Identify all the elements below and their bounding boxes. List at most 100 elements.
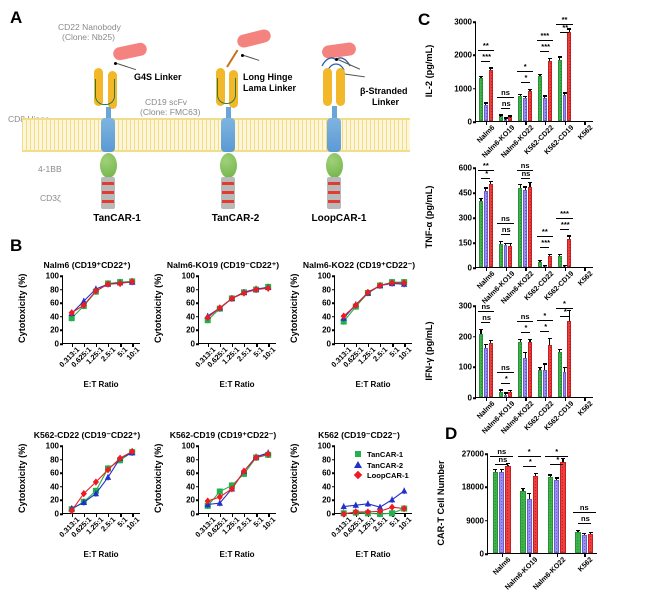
y-tick-mark <box>195 343 199 345</box>
y-tick-mark <box>472 267 476 269</box>
significance-line-lower <box>540 51 550 53</box>
data-point <box>364 288 371 296</box>
x-axis-title: E:T Ratio <box>219 550 255 559</box>
data-point <box>240 289 248 297</box>
significance-label-upper: ns <box>579 503 589 513</box>
label-cd3-zeta: CD3ζ <box>40 193 61 203</box>
bar <box>479 78 483 121</box>
cd8-hinge-domain <box>226 107 231 122</box>
error-bar <box>549 475 552 478</box>
error-bar <box>528 494 530 500</box>
error-bar-cap <box>538 367 543 369</box>
error-bar-cap <box>498 114 503 116</box>
error-bar <box>544 96 546 98</box>
data-point <box>376 503 384 510</box>
bar <box>547 344 552 397</box>
error-bar <box>559 57 561 60</box>
y-tick-mark <box>195 458 199 461</box>
bar <box>575 532 581 553</box>
series-lines <box>204 449 272 510</box>
y-tick-mark <box>195 445 199 447</box>
y-tick-label: 40 <box>186 482 195 492</box>
x-tick-label: K562 <box>576 269 595 288</box>
error-bar-cap <box>503 392 508 394</box>
significance-label-lower: * <box>556 455 560 464</box>
cd22-nanobody-domain <box>112 41 148 62</box>
error-bar-cap <box>547 338 552 340</box>
significance-line-upper <box>536 40 554 42</box>
data-point <box>340 312 347 320</box>
significance-line-lower <box>559 32 570 34</box>
x-tick-label: K562 <box>576 123 595 142</box>
error-bar-cap <box>479 197 484 200</box>
significance-label-lower: ns <box>501 98 511 108</box>
y-tick-mark <box>195 275 199 277</box>
significance-line-lower <box>559 228 570 230</box>
error-bar <box>509 116 511 118</box>
bar <box>528 91 532 121</box>
x-axis-title: E:T Ratio <box>83 550 119 559</box>
error-bar <box>563 368 566 372</box>
y-tick-mark <box>195 288 199 291</box>
x-tick-mark <box>505 121 507 125</box>
y-tick-label: 100 <box>45 441 59 451</box>
data-point <box>104 473 112 480</box>
significance-line-upper <box>490 456 514 458</box>
x-tick-mark <box>219 343 222 347</box>
y-tick-label: 100 <box>181 441 195 451</box>
error-bar <box>524 97 526 98</box>
error-bar-cap <box>527 338 532 340</box>
4-1bb-domain <box>100 153 117 178</box>
cd3-zeta-domain <box>101 177 115 209</box>
data-point <box>364 500 372 507</box>
error-bar-cap <box>538 259 543 261</box>
error-bar <box>559 255 561 257</box>
bar <box>508 245 513 267</box>
y-tick-mark <box>195 486 199 488</box>
construct-name-loopcar-1: LoopCAR-1 <box>311 213 367 224</box>
legend-label: TanCAR-2 <box>367 460 404 470</box>
y-tick-label: 1000 <box>454 84 472 94</box>
error-bar <box>485 103 487 105</box>
4-1bb-domain <box>326 153 343 178</box>
error-bar <box>524 187 526 190</box>
x-tick-mark <box>544 267 547 271</box>
y-tick-mark <box>472 366 476 369</box>
error-bar-cap <box>547 253 552 255</box>
data-point <box>388 496 396 503</box>
y-tick-label: 600 <box>458 163 472 173</box>
y-tick-label: 0 <box>467 393 472 403</box>
y-tick-mark <box>484 453 488 455</box>
chart-title: K562 (CD19⁻CD22⁻) <box>318 430 400 440</box>
panel-letter-b: B <box>10 236 23 255</box>
y-tick-mark <box>331 275 335 277</box>
series-lines <box>68 447 136 515</box>
x-tick-mark <box>219 513 222 517</box>
significance-line-lower <box>495 464 509 466</box>
x-axis-title: E:T Ratio <box>355 380 391 389</box>
x-tick-mark <box>501 553 504 557</box>
linker-leader-line <box>116 63 137 71</box>
significance-line-lower <box>481 60 491 62</box>
plot-area: 0 20 40 60 80 100 0.313:1 0.625:1 1.25:1 2.5:1 5:1… <box>318 272 414 370</box>
error-bar <box>522 489 524 491</box>
label-long-hinge-lama-linker-line1: Long Hinge <box>243 72 293 82</box>
x-tick-mark <box>544 121 547 125</box>
significance-line-lower <box>520 331 530 334</box>
x-tick-mark <box>505 397 507 401</box>
x-axis-title: E:T Ratio <box>83 380 119 389</box>
error-bar <box>490 182 492 184</box>
panel-d-cart-cell-number-chart: 0 9000 18000 27000 Nalm6 Nalm6-KO19 Nalm6-KO22… <box>415 436 649 592</box>
plot-area: 0 100 200 300 Nalm6 Nalm6-KO19 Nalm6-KO22 K562-… <box>459 299 595 436</box>
x-tick-mark <box>355 343 358 347</box>
y-axis-title: IFN-γ (pg/mL) <box>424 321 434 381</box>
x-tick-mark <box>584 397 586 401</box>
y-tick-label: 0 <box>326 509 331 519</box>
error-bar-cap <box>499 468 504 471</box>
y-axis-title: IL-2 (pg/mL) <box>424 44 434 98</box>
bar <box>560 461 566 553</box>
scfv-loop-wire <box>217 78 236 104</box>
significance-label-lower: ** <box>562 23 569 32</box>
y-tick-label: 3000 <box>454 17 472 27</box>
error-bar <box>583 533 585 535</box>
